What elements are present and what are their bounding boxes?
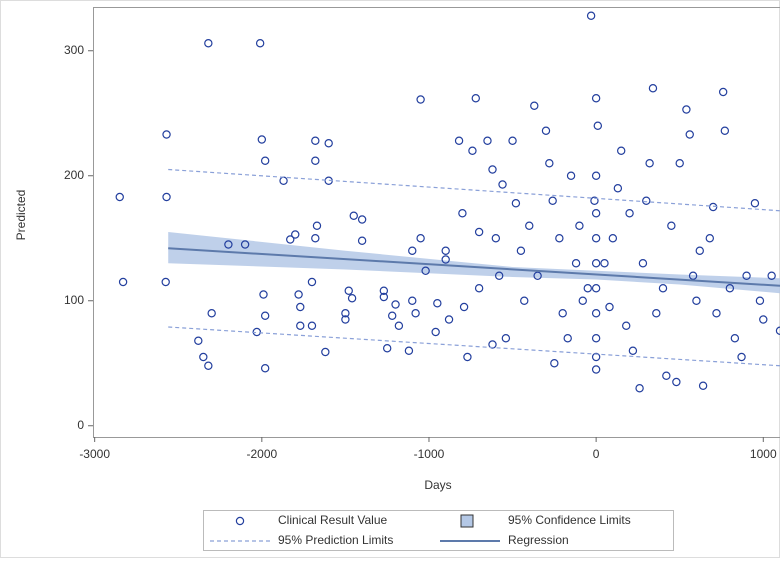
y-tick-label: 0 xyxy=(77,418,84,432)
x-tick-label: 1000 xyxy=(750,447,777,461)
legend-label: Regression xyxy=(508,533,569,547)
x-tick-label: -3000 xyxy=(79,447,110,461)
legend-label: 95% Confidence Limits xyxy=(508,513,631,527)
x-axis-label: Days xyxy=(424,478,451,492)
x-tick-label: -1000 xyxy=(414,447,445,461)
y-tick-label: 300 xyxy=(64,43,84,57)
legend-label: Clinical Result Value xyxy=(278,513,387,527)
x-tick-label: -2000 xyxy=(246,447,277,461)
legend-label: 95% Prediction Limits xyxy=(278,533,393,547)
x-tick-label: 0 xyxy=(593,447,600,461)
legend-marker xyxy=(461,515,473,527)
y-tick-label: 100 xyxy=(64,293,84,307)
y-tick-label: 200 xyxy=(64,168,84,182)
y-axis-label: Predicted xyxy=(14,190,28,241)
